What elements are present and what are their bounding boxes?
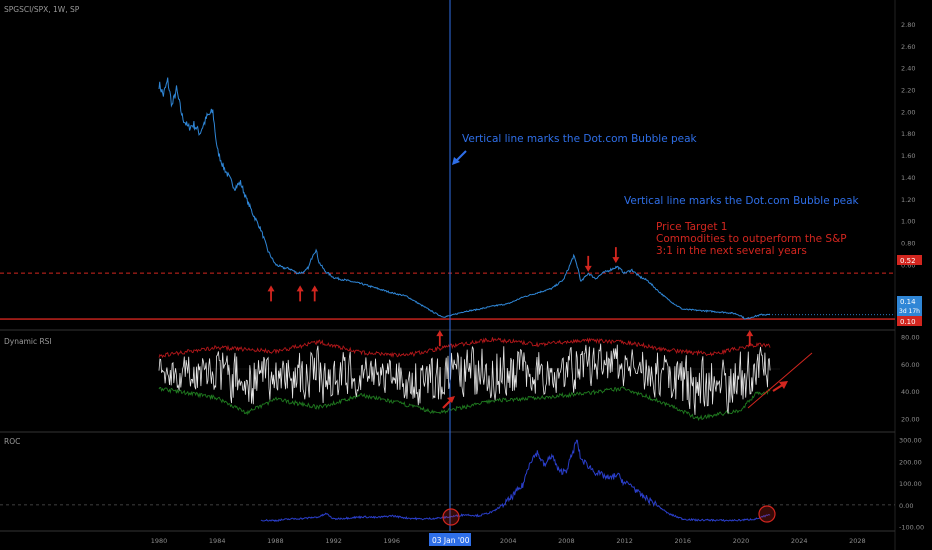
time-tick-label: 1992 [325,537,342,545]
rsi-tick-label: 20.00 [901,415,920,423]
time-axis[interactable]: 1980 1984 1988 1992 1996 2004 2008 2012 2016 2020… [151,537,866,545]
rsi-tick-label: 40.00 [901,388,920,396]
rsi-lower-band[interactable] [158,386,771,422]
svg-text:0.14: 0.14 [900,298,916,306]
time-tick-label: 2028 [849,537,866,545]
roc-scale[interactable]: 300.00 200.00 100.00 0.00 -100.00 [899,437,924,532]
roc-circle-right-icon[interactable] [758,505,776,523]
red-up-arrow-icon[interactable] [436,330,444,347]
red-down-arrow-icon[interactable] [584,255,592,272]
rsi-upper-band[interactable] [158,337,771,359]
time-tick-label: 1980 [151,537,168,545]
rsi-arrow-icon-left[interactable] [442,396,455,409]
price-scale[interactable]: 2.80 2.60 2.40 2.20 2.00 1.80 1.60 1.40 1.20 1.00… [901,21,915,269]
roc-tick-label: 300.00 [899,437,922,445]
rsi-trendline[interactable] [747,352,813,409]
red-arrow-markers[interactable] [267,247,754,347]
red-up-arrow-icon[interactable] [267,285,275,302]
time-tick-label: 2008 [558,537,575,545]
target-text-1[interactable]: Price Target 1 [656,221,727,233]
red-up-arrow-icon[interactable] [746,330,754,347]
price-tick-label: 2.40 [901,65,915,73]
price-tick-label: 0.80 [901,240,915,248]
red-up-arrow-icon[interactable] [311,285,319,302]
target-text-2[interactable]: Commodities to outperform the S&P [656,233,847,245]
roc-line[interactable] [260,439,771,523]
symbol-header[interactable]: SPGSCI/SPX, 1W, SP [4,5,80,14]
current-price-badge[interactable]: 0.14 3d 17h [897,296,922,316]
svg-text:0.52: 0.52 [900,257,916,265]
time-tick-label: 2012 [616,537,633,545]
price-tick-label: 2.20 [901,87,915,95]
roc-tick-label: -100.00 [899,524,924,532]
roc-circle-left-icon[interactable] [442,508,460,526]
red-up-arrow-icon[interactable] [296,285,304,302]
price-tick-label: 2.60 [901,43,915,51]
bubble-note-2[interactable]: Vertical line marks the Dot.com Bubble p… [624,195,860,207]
price-tick-label: 2.00 [901,108,915,116]
rsi-scale[interactable]: 80.00 60.00 40.00 20.00 [901,333,920,423]
target-text-3[interactable]: 3:1 in the next several years [656,245,807,257]
time-tick-label: 1988 [267,537,284,545]
time-tick-label: 1996 [384,537,401,545]
svg-text:0.10: 0.10 [900,318,916,326]
rsi-pane-label: Dynamic RSI [4,337,52,346]
time-tick-label: 2004 [500,537,517,545]
roc-tick-label: 200.00 [899,458,922,466]
bubble-note-1[interactable]: Vertical line marks the Dot.com Bubble p… [462,133,698,145]
roc-pane-label: ROC [4,437,20,446]
time-tick-label: 2024 [791,537,808,545]
rsi-line[interactable] [158,343,771,415]
price-tick-label: 1.40 [901,174,915,182]
support-price-badge[interactable]: 0.10 [897,316,922,326]
price-tick-label: 1.60 [901,152,915,160]
svg-text:3d 17h: 3d 17h [899,308,920,315]
red-down-arrow-icon[interactable] [612,247,620,264]
price-tick-label: 1.00 [901,218,915,226]
price-tick-label: 1.20 [901,196,915,204]
time-tick-label: 1984 [209,537,226,545]
rsi-arrow-icon-right[interactable] [772,381,788,392]
svg-text:03 Jan '00: 03 Jan '00 [432,536,470,545]
rsi-tick-label: 60.00 [901,361,920,369]
target-price-badge[interactable]: 0.52 [897,255,922,265]
ratio-price-line[interactable] [158,77,771,320]
time-tick-label: 2016 [675,537,692,545]
time-tick-label: 2020 [733,537,750,545]
crosshair-date-label[interactable]: 03 Jan '00 [429,533,471,546]
price-tick-label: 1.80 [901,130,915,138]
rsi-tick-label: 80.00 [901,333,920,341]
roc-tick-label: 0.00 [899,502,913,510]
price-tick-label: 2.80 [901,21,915,29]
blue-arrow-icon[interactable] [452,150,467,165]
roc-tick-label: 100.00 [899,480,922,488]
price-tick-label: 0.60 [901,261,915,269]
